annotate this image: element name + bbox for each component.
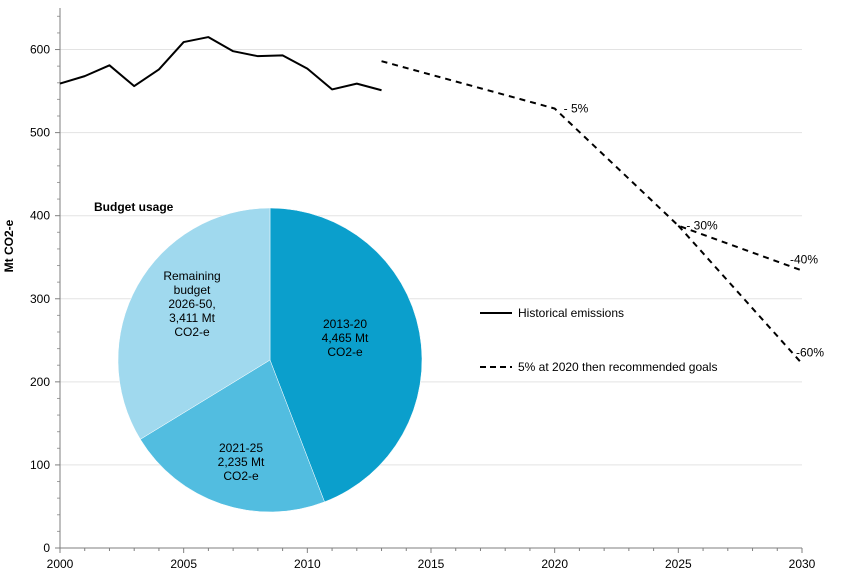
budget-pie: 2013-20 4,465 Mt CO2-e 2021-25 2,235 Mt CO2-e… — [117, 207, 423, 513]
y-tick-label-500: 500 — [30, 126, 50, 140]
x-tick-label-2010: 2010 — [294, 557, 321, 571]
pie-label-2: 2021-25 2,235 Mt CO2-e — [218, 441, 265, 483]
annotation-3: -40% — [790, 253, 818, 267]
annotation-1: - 5% — [564, 102, 589, 116]
tick-labels: 0 100 200 300 400 500 600 2000 2005 2010 2015 2020 2… — [30, 43, 816, 571]
y-tick-label-0: 0 — [43, 541, 50, 555]
x-tick-label-2000: 2000 — [47, 557, 74, 571]
series-historical-emissions — [59, 36, 382, 92]
x-tick-label-2025: 2025 — [665, 557, 692, 571]
pie-label-3: Remaining budget 2026-50, 3,411 Mt CO2-e — [163, 269, 220, 339]
y-tick-label-100: 100 — [30, 458, 50, 472]
legend-label-2: 5% at 2020 then recommended goals — [518, 360, 717, 374]
line-series — [59, 36, 803, 365]
series-recommended-goals-2 — [677, 224, 803, 365]
series-recommended-goals-1 — [381, 60, 803, 272]
pie-title: Budget usage — [94, 200, 174, 214]
pie-label-1: 2013-20 4,465 Mt CO2-e — [322, 317, 369, 359]
pie-slice-1 — [269, 207, 423, 503]
y-axis-label: Mt CO2-e — [2, 219, 16, 272]
x-tick-label-2020: 2020 — [541, 557, 568, 571]
pie-slice-3 — [117, 207, 271, 440]
y-tick-label-600: 600 — [30, 43, 50, 57]
x-tick-label-2015: 2015 — [418, 557, 445, 571]
x-tick-label-2030: 2030 — [789, 557, 816, 571]
axes — [55, 8, 803, 553]
y-tick-label-400: 400 — [30, 209, 50, 223]
legend-label-1: Historical emissions — [518, 306, 624, 320]
pie-slice-2 — [139, 359, 325, 513]
legend: Historical emissions 5% at 2020 then reco… — [480, 306, 717, 374]
y-tick-label-200: 200 — [30, 375, 50, 389]
y-tick-label-300: 300 — [30, 292, 50, 306]
annotation-2: - 30% — [686, 219, 718, 233]
annotation-4: -60% — [796, 346, 824, 360]
x-tick-label-2005: 2005 — [170, 557, 197, 571]
line-annotations: - 5% - 30% -40% -60% — [564, 102, 825, 360]
